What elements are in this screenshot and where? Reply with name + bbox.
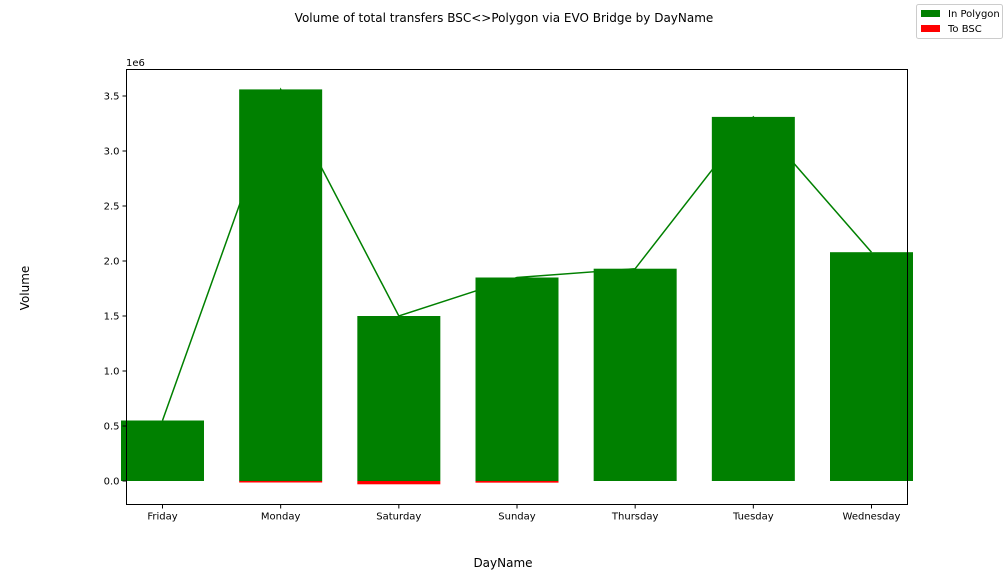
legend-swatch-to-bsc [921,25,940,32]
y-tick-label: 2.5 [104,202,120,213]
y-tick-label: 2.0 [104,257,120,268]
y-tick-label: 0.5 [104,422,120,433]
bar-in-polygon-wednesday [830,252,913,481]
bar-in-polygon-sunday [475,277,559,481]
bar-to-bsc-monday [239,481,323,483]
x-axis-label: DayName [473,556,532,570]
chart-title: Volume of total transfers BSC<>Polygon v… [295,11,714,25]
to-bsc-bars [239,481,559,485]
x-tick-label-thursday: Thursday [611,512,659,523]
y-offset-label: 1e6 [126,58,145,69]
x-tick-label-tuesday: Tuesday [732,512,774,523]
y-axis-label: Volume [18,266,32,311]
y-tick-label: 3.5 [104,92,120,103]
y-tick-label: 1.0 [104,367,120,378]
bar-in-polygon-saturday [357,316,441,481]
bar-in-polygon-thursday [593,268,677,481]
x-axis: Friday Monday Saturday Sunday Thursday Tuesda… [147,504,901,523]
legend-swatch-in-polygon [921,10,940,17]
bar-to-bsc-saturday [357,481,441,485]
x-tick-label-wednesday: Wednesday [843,512,901,523]
legend-label-in-polygon: In Polygon [948,9,1000,20]
y-tick-label: 3.0 [104,147,120,158]
legend: In Polygon To BSC [916,4,1003,39]
bar-in-polygon-tuesday [711,116,795,482]
legend-label-to-bsc: To BSC [947,24,982,35]
x-tick-label-saturday: Saturday [376,512,421,523]
y-axis: 0.0 0.5 1.0 1.5 2.0 2.5 3.0 3.5 [104,92,127,488]
y-tick-label: 1.5 [104,312,120,323]
trend-line [161,87,873,421]
in-polygon-bars [121,89,913,482]
bar-to-bsc-sunday [475,481,559,483]
bar-in-polygon-friday [121,420,204,481]
x-tick-label-friday: Friday [147,512,177,523]
x-tick-label-monday: Monday [261,512,301,523]
line-layer [161,87,873,421]
bar-in-polygon-monday [239,89,323,482]
y-tick-label: 0.0 [104,477,120,488]
x-tick-label-sunday: Sunday [498,512,535,523]
